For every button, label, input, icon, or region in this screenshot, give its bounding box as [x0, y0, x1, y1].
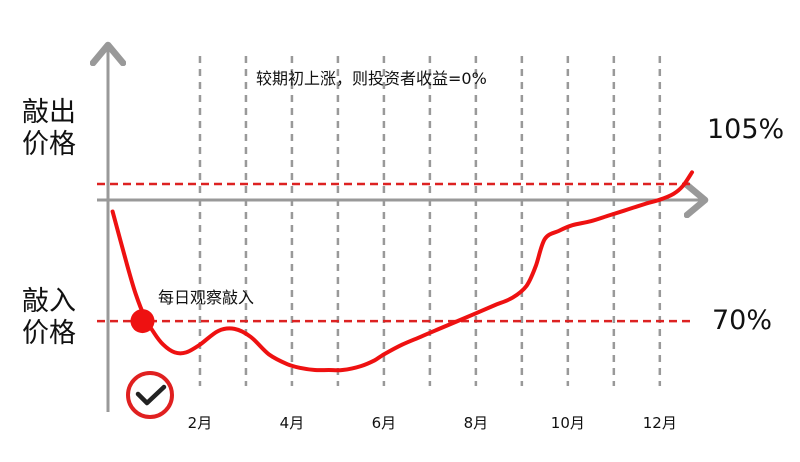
knock-in-level-label: 70%: [712, 305, 773, 336]
x-tick-label-4: 4月: [279, 414, 305, 432]
knock-in-note: 每日观察敲入: [158, 288, 255, 307]
vertical-gridlines: [198, 56, 662, 386]
x-tick-label-10: 10月: [550, 414, 585, 432]
knock-out-price-line-2: 价格: [22, 129, 76, 160]
check-ring: [126, 371, 174, 419]
top-note: 较期初上涨，则投资者收益=0%: [256, 69, 487, 88]
knock-in-price-line-1: 敲入: [22, 286, 76, 317]
price-curve: [110, 170, 694, 373]
knock-out-price-label: 敲出 价格: [22, 97, 76, 161]
x-tick-label-2: 2月: [187, 414, 213, 432]
knock-in-price-line-2: 价格: [22, 318, 76, 349]
check-circle-icon: [126, 371, 174, 419]
reference-lines: [97, 182, 694, 323]
x-tick-label-6: 6月: [371, 414, 397, 432]
x-tick-label-12: 12月: [642, 414, 677, 432]
markers: [130, 309, 155, 334]
check-mark-icon: [135, 384, 167, 406]
knock-in-point-marker: [130, 309, 155, 334]
knock-out-level-label: 105%: [707, 114, 785, 145]
x-tick-label-8: 8月: [463, 414, 489, 432]
knock-in-price-label: 敲入 价格: [22, 286, 76, 350]
axes: [97, 48, 702, 412]
knock-out-price-line-1: 敲出: [22, 97, 76, 128]
